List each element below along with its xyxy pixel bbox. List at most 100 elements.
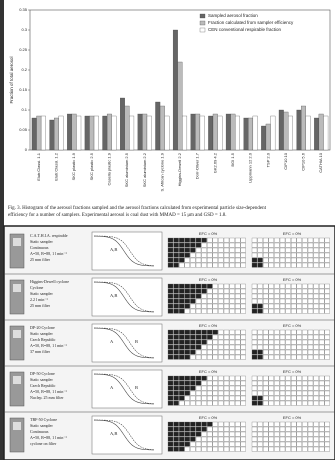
grid-cell bbox=[241, 284, 246, 288]
grid-cell bbox=[235, 258, 240, 262]
grid-cell bbox=[185, 248, 190, 252]
grid-cell bbox=[308, 263, 313, 267]
grid-cell bbox=[174, 345, 179, 349]
grid-cell bbox=[280, 253, 285, 257]
grid-cell bbox=[263, 381, 268, 385]
grid-cell bbox=[196, 289, 201, 293]
grid-cell bbox=[202, 330, 207, 334]
grid-cell bbox=[302, 345, 307, 349]
grid-cell bbox=[263, 335, 268, 339]
grid-cell bbox=[190, 335, 195, 339]
grid-cell bbox=[325, 238, 330, 242]
grid-cell bbox=[202, 401, 207, 405]
bar bbox=[195, 114, 200, 150]
grid-cell bbox=[202, 253, 207, 257]
grid-cell bbox=[291, 248, 296, 252]
grid-cell bbox=[224, 381, 229, 385]
curve-label: B bbox=[135, 385, 138, 390]
grid-cell bbox=[202, 427, 207, 431]
grid-cell bbox=[235, 396, 240, 400]
grid-cell bbox=[185, 376, 190, 380]
grid-cell bbox=[213, 253, 218, 257]
grid-cell bbox=[190, 376, 195, 380]
grid-cell bbox=[269, 355, 274, 359]
grid-cell bbox=[291, 335, 296, 339]
grid-cell bbox=[319, 427, 324, 431]
grid-cell bbox=[230, 289, 235, 293]
grid-cell bbox=[308, 376, 313, 380]
grid-cell bbox=[179, 432, 184, 436]
grid-cell bbox=[168, 345, 173, 349]
grid-cell bbox=[319, 304, 324, 308]
grid-cell bbox=[190, 248, 195, 252]
grid-cell bbox=[168, 309, 173, 313]
grid-cell bbox=[302, 284, 307, 288]
grid-cell bbox=[196, 376, 201, 380]
grid-cell bbox=[202, 238, 207, 242]
grid-cell bbox=[325, 294, 330, 298]
grid-cell bbox=[297, 248, 302, 252]
grid-cell bbox=[269, 294, 274, 298]
grid-cell bbox=[263, 330, 268, 334]
grid-cell bbox=[196, 386, 201, 390]
category-label: SKC aluminium 2.2 bbox=[142, 152, 147, 187]
category-label: SKC plastic 1.9 bbox=[71, 152, 76, 180]
grid-title: EFC = 0% bbox=[199, 277, 218, 282]
grid-cell bbox=[308, 345, 313, 349]
grid-cell bbox=[325, 284, 330, 288]
grid-cell bbox=[291, 253, 296, 257]
grid-cell bbox=[179, 253, 184, 257]
grid-cell bbox=[274, 422, 279, 426]
grid-cell bbox=[235, 345, 240, 349]
grid-cell bbox=[280, 340, 285, 344]
sampler-text: Static sampler bbox=[30, 239, 53, 244]
grid-cell bbox=[291, 289, 296, 293]
grid-cell bbox=[213, 442, 218, 446]
sampler-text: 37 mm filter bbox=[30, 349, 51, 354]
grid-cell bbox=[308, 355, 313, 359]
legend-swatch bbox=[200, 21, 205, 25]
sampler-text: Static sampler bbox=[30, 331, 53, 336]
grid-cell bbox=[291, 243, 296, 247]
grid-cell bbox=[291, 355, 296, 359]
sampler-image-detail bbox=[13, 376, 21, 384]
grid-cell bbox=[280, 447, 285, 451]
bar bbox=[129, 116, 134, 150]
bar bbox=[182, 116, 187, 150]
grid-cell bbox=[314, 309, 319, 313]
grid-cell bbox=[308, 284, 313, 288]
grid-cell bbox=[286, 340, 291, 344]
grid-cell bbox=[168, 386, 173, 390]
grid-cell bbox=[308, 330, 313, 334]
grid-cell bbox=[190, 309, 195, 313]
grid-cell bbox=[297, 294, 302, 298]
grid-cell bbox=[269, 391, 274, 395]
grid-cell bbox=[202, 309, 207, 313]
grid-cell bbox=[325, 427, 330, 431]
grid-cell bbox=[218, 355, 223, 359]
grid-cell bbox=[274, 253, 279, 257]
grid-cell bbox=[302, 243, 307, 247]
grid-cell bbox=[196, 258, 201, 262]
sampler-text: Cyclone bbox=[30, 285, 44, 290]
grid-cell bbox=[263, 309, 268, 313]
grid-cell bbox=[325, 381, 330, 385]
grid-cell bbox=[286, 243, 291, 247]
grid-cell bbox=[291, 238, 296, 242]
grid-cell bbox=[308, 248, 313, 252]
grid-cell bbox=[174, 355, 179, 359]
grid-cell bbox=[196, 335, 201, 339]
grid-cell bbox=[269, 350, 274, 354]
grid-cell bbox=[291, 447, 296, 451]
grid-cell bbox=[325, 350, 330, 354]
grid-cell bbox=[213, 243, 218, 247]
grid-cell bbox=[207, 432, 212, 436]
grid-cell bbox=[297, 289, 302, 293]
grid-cell bbox=[286, 355, 291, 359]
grid-cell bbox=[230, 340, 235, 344]
sampler-image-detail bbox=[13, 238, 21, 246]
grid-cell bbox=[252, 238, 257, 242]
grid-cell bbox=[174, 294, 179, 298]
grid-cell bbox=[224, 284, 229, 288]
grid-cell bbox=[252, 248, 257, 252]
